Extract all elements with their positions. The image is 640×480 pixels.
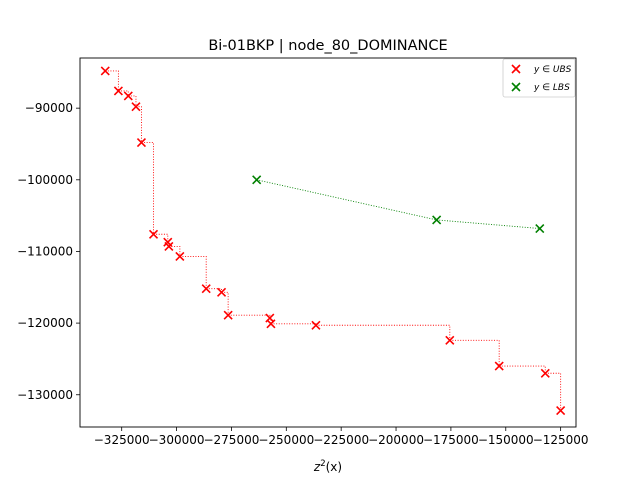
series-0-point-14 <box>311 320 321 330</box>
series-0-point-0 <box>100 66 110 76</box>
x-tick-label-2: −275000 <box>203 433 259 447</box>
series-0-point-18 <box>556 405 566 416</box>
series-0-point-4 <box>136 137 147 148</box>
x-tick-label-0: −325000 <box>94 433 150 447</box>
y-tick-label-0: −90000 <box>25 101 73 115</box>
legend: y ∈ UBS y ∈ LBS <box>502 58 576 98</box>
series-0-point-2 <box>123 91 133 101</box>
x-tick-label-5: −200000 <box>368 433 424 447</box>
series-1-point-0 <box>252 175 262 185</box>
series-0-point-11 <box>223 310 233 320</box>
series-1-point-1 <box>432 215 442 225</box>
legend-frame <box>502 58 576 98</box>
x-axis-label: z2(x) <box>313 459 342 474</box>
x-tick-label-4: −225000 <box>313 433 369 447</box>
series-0-point-16 <box>494 361 504 371</box>
series-0-point-1 <box>113 86 123 96</box>
series-0-connector <box>105 70 562 411</box>
legend-marker-1 <box>511 82 521 92</box>
series-0-point-10 <box>216 287 227 297</box>
series-1-connector <box>256 179 540 229</box>
series-0-point-15 <box>445 335 455 345</box>
series-0-point-8 <box>175 251 185 262</box>
series-0-point-5 <box>148 229 159 239</box>
x-tick-label-8: −125000 <box>533 433 589 447</box>
x-tick-label-3: −250000 <box>258 433 314 447</box>
x-tick-label-1: −300000 <box>149 433 205 447</box>
legend-label-0: y ∈ UBS <box>533 65 572 75</box>
series-0-point-7 <box>164 241 174 252</box>
series-0-point-3 <box>131 102 141 112</box>
series-0-point-9 <box>201 284 211 294</box>
legend-label-1: y ∈ LBS <box>533 83 570 93</box>
y-tick-label-2: −110000 <box>17 244 73 258</box>
y-tick-label-3: −120000 <box>17 316 73 330</box>
chart-title: Bi-01BKP | node_80_DOMINANCE <box>208 38 447 54</box>
plot-frame <box>79 57 577 428</box>
series-0-point-13 <box>266 319 276 329</box>
legend-marker-0 <box>511 64 521 74</box>
y-tick-label-1: −100000 <box>17 173 73 187</box>
x-tick-label-7: −150000 <box>478 433 534 447</box>
series-0-point-17 <box>540 368 550 378</box>
x-tick-label-6: −175000 <box>423 433 479 447</box>
y-tick-label-4: −130000 <box>17 388 73 402</box>
series-1-point-2 <box>535 223 545 234</box>
